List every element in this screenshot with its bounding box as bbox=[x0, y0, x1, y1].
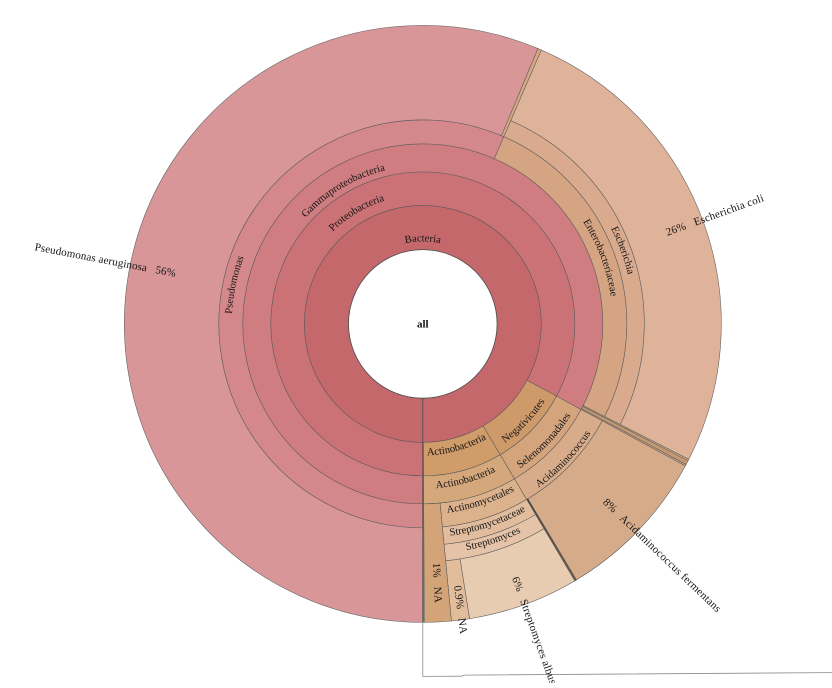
svg-text:1% NA: 1% NA bbox=[430, 563, 444, 604]
svg-text:Bacteria: Bacteria bbox=[404, 233, 442, 246]
svg-text:all: all bbox=[417, 318, 429, 330]
